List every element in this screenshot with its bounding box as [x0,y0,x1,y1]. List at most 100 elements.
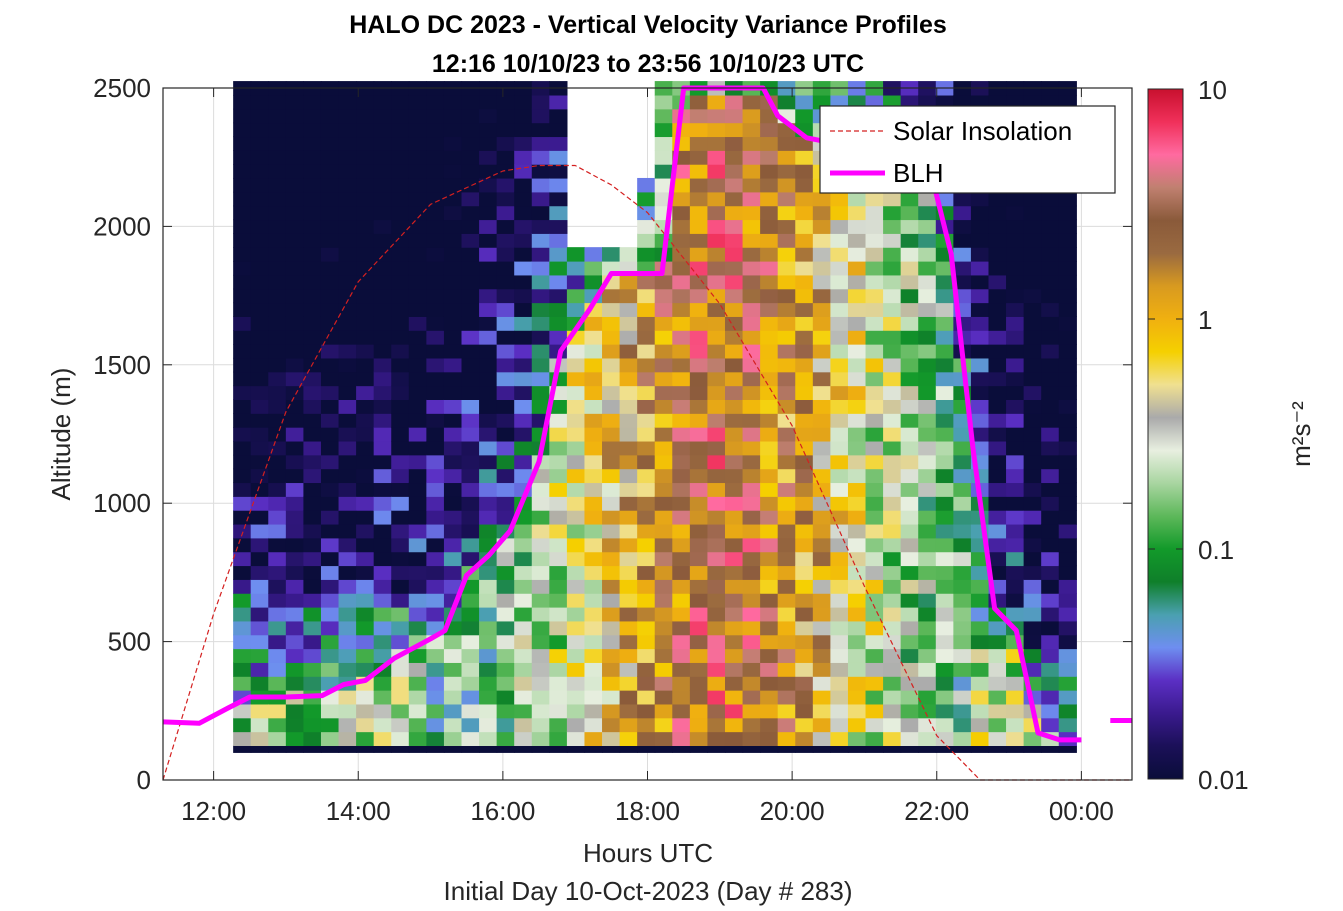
heatmap-cell [865,634,884,650]
heatmap-cell [900,510,919,525]
heatmap-cell [900,551,919,567]
heatmap-cell [461,454,480,470]
heatmap-cell [1006,371,1025,387]
heatmap-cell [795,579,814,594]
heatmap-cell [760,261,779,276]
heatmap-cell [408,496,427,511]
heatmap-cell [285,413,305,428]
heatmap-cell [1041,454,1060,470]
heatmap-cell [689,690,709,705]
heatmap-cell [549,468,568,484]
heatmap-cell [320,662,340,677]
heatmap-cell [654,108,673,124]
heatmap-cell [549,399,568,414]
heatmap-cell [707,177,726,193]
heatmap-cell [742,468,761,484]
heatmap-cell [391,302,410,317]
heatmap-cell [320,122,340,138]
heatmap-cell [514,302,533,317]
x-tick-label: 20:00 [760,796,825,826]
heatmap-cell [812,302,831,317]
heatmap-cell [760,302,779,317]
heatmap-cell [724,94,744,110]
heatmap-cell [672,454,691,470]
heatmap-cell [233,205,252,221]
heatmap-cell [707,440,726,456]
heatmap-cell [531,482,550,497]
heatmap-cell [443,330,463,345]
heatmap-cell [426,108,445,124]
heatmap-cell [830,219,849,234]
heatmap-cell [479,150,498,165]
heatmap-cell [496,551,515,567]
heatmap-cell [707,634,726,650]
heatmap-cell [391,662,410,677]
heatmap-cell [602,344,621,359]
heatmap-cell [707,261,726,276]
heatmap-cell [338,247,357,262]
heatmap-cell [443,565,463,580]
heatmap-cell [356,94,375,110]
heatmap-cell [250,427,269,442]
heatmap-cell [549,676,568,691]
heatmap-cell [514,122,533,138]
heatmap-cell [285,164,305,179]
heatmap-cell [689,662,709,677]
heatmap-cell [496,565,515,580]
heatmap-cell [1023,662,1042,677]
heatmap-cell [830,330,849,345]
heatmap-cell [1023,593,1042,608]
heatmap-cell [689,357,709,373]
heatmap-cell [285,440,305,456]
chart-subtitle: 12:16 10/10/23 to 23:56 10/10/23 UTC [432,50,864,78]
heatmap-cell [742,233,761,248]
heatmap-cell [689,634,709,650]
heatmap-cell [724,579,744,594]
heatmap-cell [900,357,919,373]
heatmap-cell [637,302,656,317]
heatmap-cell [900,413,919,428]
heatmap-cell [338,607,357,622]
heatmap-cell [373,496,392,511]
heatmap-cell [320,703,340,719]
heatmap-cell [707,385,726,400]
heatmap-cell [566,731,586,746]
blh-line [162,85,1082,743]
heatmap-cell [233,676,252,691]
chart-title: HALO DC 2023 - Vertical Velocity Varianc… [349,11,947,39]
heatmap-cell [566,496,586,511]
heatmap-cell [935,371,954,387]
heatmap-cell [918,565,937,580]
heatmap-cell [356,164,375,179]
heatmap-cell [285,122,305,138]
heatmap-cell [777,482,796,497]
heatmap-cell [637,233,656,248]
heatmap-cell [338,177,357,193]
heatmap-cell [707,717,726,733]
heatmap-cell [777,745,796,753]
heatmap-cell [777,703,796,719]
heatmap-cell [285,399,305,414]
heatmap-cell [777,399,796,414]
heatmap-cell [777,344,796,359]
heatmap-cell [707,136,726,151]
heatmap-cell [1006,717,1025,733]
heatmap-cell [443,745,463,753]
heatmap-cell [760,191,779,207]
heatmap-cell [233,261,252,276]
heatmap-cell [426,731,445,746]
heatmap-cell [338,191,357,207]
heatmap-cell [408,703,427,719]
heatmap-cell [777,620,796,636]
heatmap-cell [426,164,445,179]
heatmap-cell [549,122,568,138]
heatmap-cell [566,482,586,497]
heatmap-cell [356,177,375,193]
heatmap-cell [356,233,375,248]
heatmap-cell [496,247,515,262]
heatmap-cell [514,690,533,705]
colorbar-label: m²s⁻² [1286,401,1316,467]
heatmap-cell [742,427,761,442]
heatmap-cell [303,468,322,484]
heatmap-cell [1041,468,1060,484]
